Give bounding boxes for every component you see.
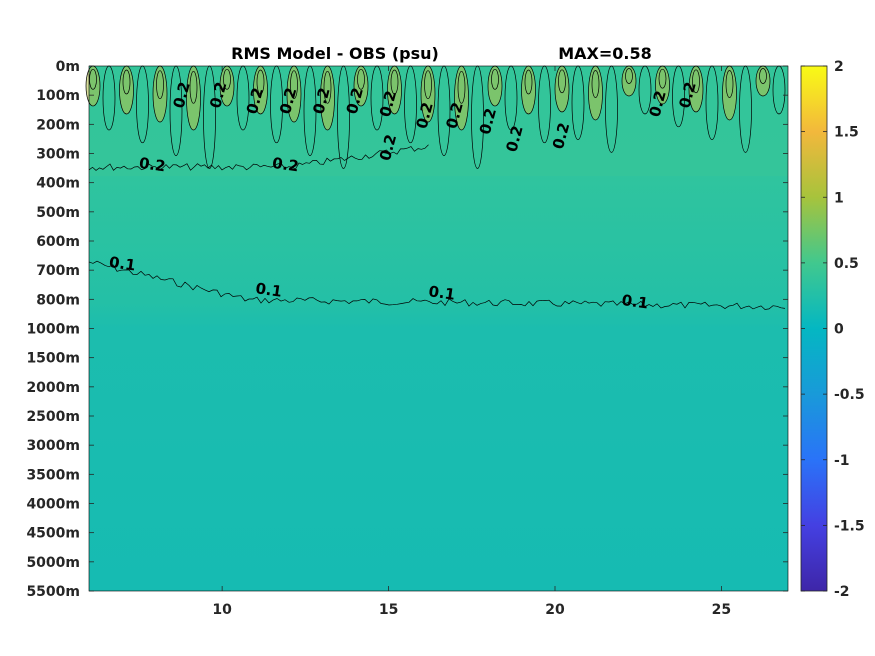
y-tick-label: 200m	[36, 117, 80, 133]
y-axis: 0m 100m 200m 300m 400m 500m 600m 700m 800m 1000m 1…	[26, 59, 788, 600]
colorbar-tick-label: -1.5	[834, 518, 865, 534]
colorbar-tick-label: 0.5	[834, 256, 859, 272]
x-tick-label: 10	[212, 602, 232, 618]
colorbar-tick-label: -0.5	[834, 387, 865, 403]
surface-contour-loop	[353, 65, 384, 131]
x-tick-label: 15	[379, 602, 398, 618]
chart-title: RMS Model - OBS (psu)	[231, 44, 439, 63]
surface-contour-loop	[320, 65, 350, 169]
colorbar-tick-label: -2	[834, 584, 850, 600]
y-tick-label: 700m	[36, 263, 80, 279]
colorbar-tick-label: 0	[834, 322, 844, 338]
max-annotation: MAX=0.58	[558, 44, 652, 63]
y-tick-label: 4000m	[26, 497, 80, 513]
y-tick-label: 300m	[36, 147, 80, 163]
contour-label: 0.2	[271, 154, 300, 176]
y-tick-label: 4500m	[26, 526, 80, 542]
surface-contour-loop	[722, 65, 752, 153]
colorbar-gradient	[800, 65, 828, 592]
surface-contour-loop	[621, 65, 652, 115]
y-tick-label: 1500m	[26, 351, 80, 367]
y-tick-label: 100m	[36, 88, 80, 104]
y-tick-label: 5500m	[26, 584, 80, 600]
surface-contour-loop	[85, 65, 116, 131]
x-axis: 10 15 20 25	[212, 66, 731, 618]
contour-label: 0.2	[138, 154, 167, 176]
y-tick-label: 3500m	[26, 467, 80, 483]
colorbar-tick-label: 1	[834, 190, 844, 206]
y-tick-label: 800m	[36, 292, 80, 308]
colorbar-ticks: 2 1.5 1 0.5 0 -0.5 -1 -1.5 -2	[801, 59, 865, 600]
colorbar: 2 1.5 1 0.5 0 -0.5 -1 -1.5 -2	[800, 59, 865, 600]
y-tick-label: 500m	[36, 205, 80, 221]
y-tick-label: 2000m	[26, 380, 80, 396]
contour-line-0.2	[88, 144, 429, 171]
x-tick-label: 25	[712, 602, 731, 618]
contour-label: 0.1	[621, 291, 650, 313]
contour-label: 0.1	[427, 282, 456, 304]
colorbar-tick-label: -1	[834, 453, 850, 469]
y-tick-label: 5000m	[26, 555, 80, 571]
y-tick-label: 1000m	[26, 322, 80, 338]
y-tick-label: 400m	[36, 176, 80, 192]
colorbar-tick-label: 2	[834, 59, 844, 75]
y-tick-label: 0m	[56, 59, 80, 75]
x-tick-label: 20	[545, 602, 565, 618]
contour-lines	[85, 65, 786, 310]
contour-label: 0.1	[254, 279, 283, 301]
contour-line-0.1	[88, 260, 786, 310]
colorbar-tick-label: 1.5	[834, 125, 859, 141]
surface-contour-loop	[286, 65, 317, 156]
y-tick-label: 3000m	[26, 438, 80, 454]
y-tick-label: 2500m	[26, 409, 80, 425]
surface-contour-loop	[454, 65, 484, 169]
y-tick-label: 600m	[36, 234, 80, 250]
contour-label: 0.1	[108, 253, 137, 275]
plot-area: 0.2 0.2 0.2 0.2 0.2 0.2 0.2 0.2 0.2 0.20.2 0.2 0.20…	[85, 65, 789, 592]
